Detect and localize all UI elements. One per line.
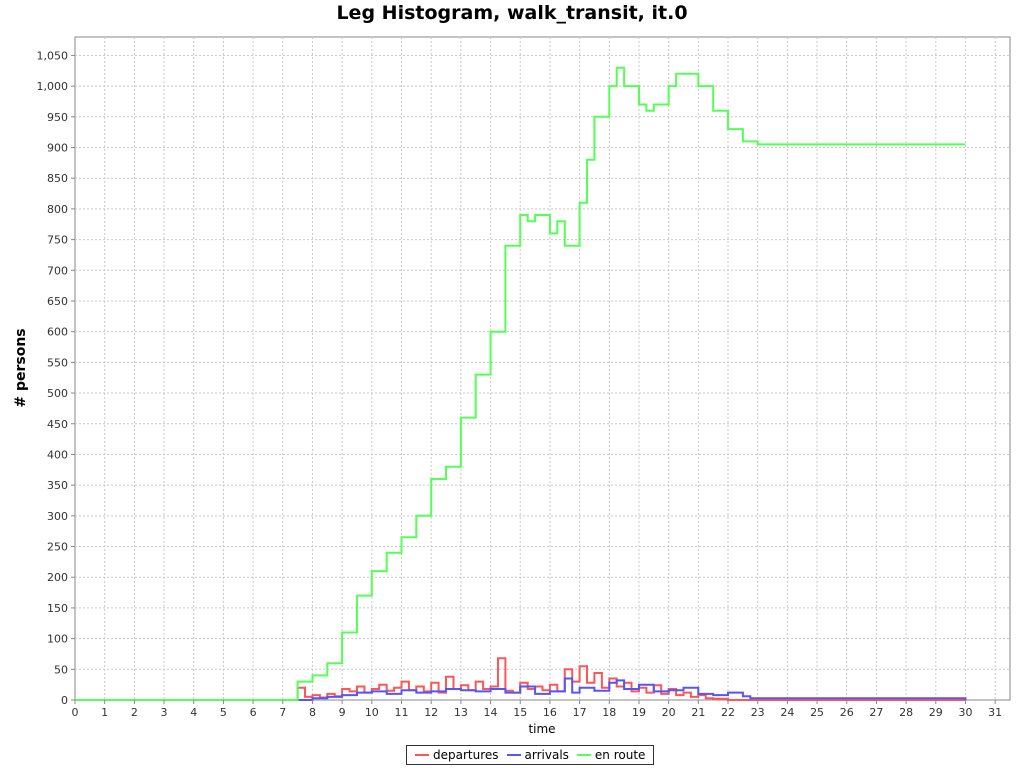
y-tick-label: 150 xyxy=(47,602,68,615)
x-tick-label: 0 xyxy=(72,706,79,719)
legend-label-departures: departures xyxy=(433,748,499,762)
legend-swatch-arrivals xyxy=(506,754,521,756)
y-tick-label: 500 xyxy=(47,387,68,400)
plot-background xyxy=(74,36,1011,701)
x-tick-label: 28 xyxy=(899,706,913,719)
x-tick-label: 5 xyxy=(220,706,227,719)
x-tick-label: 17 xyxy=(573,706,587,719)
x-tick-label: 24 xyxy=(780,706,794,719)
y-tick-label: 950 xyxy=(47,111,68,124)
y-tick-label: 100 xyxy=(47,633,68,646)
x-tick-label: 10 xyxy=(365,706,379,719)
series-line-arrivals xyxy=(75,677,967,701)
y-axis-label: # persons xyxy=(13,328,29,407)
legend-item-departures: departures xyxy=(415,748,499,762)
y-tick-label: 750 xyxy=(47,234,68,247)
x-tick-label: 21 xyxy=(691,706,705,719)
x-tick-label: 16 xyxy=(543,706,557,719)
x-tick-label: 18 xyxy=(602,706,616,719)
y-tick-label: 1,000 xyxy=(37,80,69,93)
x-tick-label: 12 xyxy=(424,706,438,719)
x-tick-label: 15 xyxy=(513,706,527,719)
x-tick-label: 7 xyxy=(279,706,286,719)
y-tick-label: 900 xyxy=(47,142,68,155)
chart-title: Leg Histogram, walk_transit, it.0 xyxy=(336,2,688,24)
x-tick-label: 20 xyxy=(662,706,676,719)
x-tick-label: 29 xyxy=(929,706,943,719)
y-tick-label: 0 xyxy=(61,694,68,707)
x-tick-label: 1 xyxy=(101,706,108,719)
y-tick-label: 550 xyxy=(47,356,68,369)
y-tick-label: 300 xyxy=(47,510,68,523)
y-tick-label: 850 xyxy=(47,172,68,185)
legend-swatch-departures xyxy=(415,754,429,756)
x-tick-label: 4 xyxy=(190,706,197,719)
x-tick-label: 11 xyxy=(395,706,409,719)
x-tick-label: 23 xyxy=(751,706,765,719)
axis-layer: 0 1 2 3 4 5 6 7 8 9 10 11 12 13 14 15 16 17 18 19 20 21 22 23 24… xyxy=(37,49,1003,719)
x-tick-label: 31 xyxy=(988,706,1002,719)
legend-label-arrivals: arrivals xyxy=(524,748,569,762)
grid-layer xyxy=(75,37,1010,700)
y-tick-label: 650 xyxy=(47,295,68,308)
x-tick-label: 27 xyxy=(869,706,883,719)
y-tick-label: 400 xyxy=(47,448,68,461)
x-tick-label: 25 xyxy=(810,706,824,719)
y-tick-label: 700 xyxy=(47,264,68,277)
y-tick-label: 600 xyxy=(47,326,68,339)
legend-swatch-en-route xyxy=(576,754,591,756)
legend-item-en-route: en route xyxy=(576,748,646,762)
y-tick-label: 250 xyxy=(47,541,68,554)
x-tick-label: 22 xyxy=(721,706,735,719)
x-tick-label: 9 xyxy=(339,706,346,719)
x-tick-label: 14 xyxy=(484,706,498,719)
y-tick-label: 350 xyxy=(47,479,68,492)
x-tick-label: 19 xyxy=(632,706,646,719)
y-tick-label: 50 xyxy=(54,663,68,676)
y-tick-label: 200 xyxy=(47,571,68,584)
y-tick-label: 800 xyxy=(47,203,68,216)
y-tick-label: 450 xyxy=(47,418,68,431)
series-line-en-route xyxy=(75,66,966,701)
series-layer xyxy=(75,66,967,701)
legend: departures arrivals en route xyxy=(406,745,655,765)
legend-label-en-route: en route xyxy=(594,748,646,762)
x-tick-label: 26 xyxy=(840,706,854,719)
x-tick-label: 6 xyxy=(250,706,257,719)
x-axis-label: time xyxy=(528,722,555,736)
x-tick-label: 8 xyxy=(309,706,316,719)
y-tick-label: 1,050 xyxy=(37,49,69,62)
x-tick-label: 3 xyxy=(161,706,168,719)
x-tick-label: 30 xyxy=(958,706,972,719)
x-tick-label: 13 xyxy=(454,706,468,719)
x-tick-label: 2 xyxy=(131,706,138,719)
legend-item-arrivals: arrivals xyxy=(506,748,569,762)
